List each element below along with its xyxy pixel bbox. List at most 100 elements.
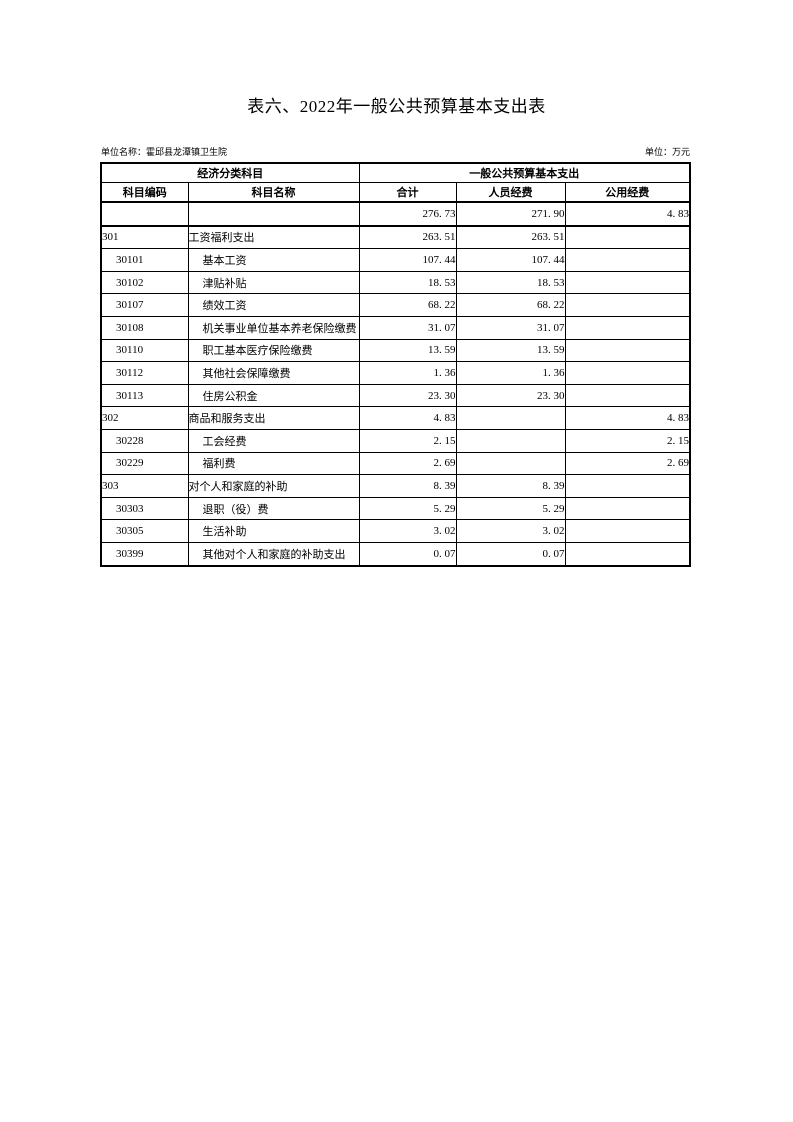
cell-name: 商品和服务支出 [187, 406, 360, 430]
cell-total: 107. 44 [358, 248, 457, 272]
cell-code: 303 [100, 474, 189, 498]
table-header: 经济分类科目 一般公共预算基本支出 科目编码 科目名称 合计 人员经费 公用经费 [100, 162, 691, 203]
cell-public [564, 248, 691, 272]
cell-public [564, 270, 691, 295]
table-row: 30110 职工基本医疗保险缴费 13. 59 13. 59 [100, 338, 691, 363]
cell-total: 8. 39 [358, 474, 457, 498]
cell-public: 2. 69 [564, 451, 691, 476]
cell-personnel: 263. 51 [455, 225, 566, 250]
cell-name: 其他对个人和家庭的补助支出 [187, 541, 360, 567]
header-public: 公用经费 [564, 182, 691, 203]
table-row: 30108 机关事业单位基本养老保险缴费 31. 07 31. 07 [100, 315, 691, 340]
cell-name: 对个人和家庭的补助 [187, 474, 360, 498]
cell-code: 302 [100, 406, 189, 430]
cell-public [564, 361, 691, 385]
table-row: 30101 基本工资 107. 44 107. 44 [100, 248, 691, 272]
header-economic-classification: 经济分类科目 [100, 162, 360, 183]
cell-name: 基本工资 [187, 248, 360, 272]
table-row: 30303 退职（役）费 5. 29 5. 29 [100, 496, 691, 521]
cell-code: 30112 [100, 361, 189, 385]
table-row: 30229 福利费 2. 69 2. 69 [100, 451, 691, 476]
table-row: 30399 其他对个人和家庭的补助支出 0. 07 0. 07 [100, 541, 691, 567]
table-row: 30107 绩效工资 68. 22 68. 22 [100, 293, 691, 317]
header-code: 科目编码 [100, 182, 189, 203]
cell-personnel: 68. 22 [455, 293, 566, 317]
cell-code: 30101 [100, 248, 189, 272]
cell-personnel: 107. 44 [455, 248, 566, 272]
cell-personnel [455, 406, 566, 430]
table-row: 30228 工会经费 2. 15 2. 15 [100, 428, 691, 453]
cell-total: 2. 15 [358, 428, 457, 453]
table-row: 30102 津贴补贴 18. 53 18. 53 [100, 270, 691, 295]
cell-name: 绩效工资 [187, 293, 360, 317]
cell-code: 30229 [100, 451, 189, 476]
cell-total: 263. 51 [358, 225, 457, 250]
header-general-public-budget: 一般公共预算基本支出 [358, 162, 691, 183]
cell-personnel: 5. 29 [455, 496, 566, 521]
cell-code: 30102 [100, 270, 189, 295]
page-title: 表六、2022年一般公共预算基本支出表 [247, 97, 546, 116]
cell-name: 职工基本医疗保险缴费 [187, 338, 360, 363]
cell-name: 津贴补贴 [187, 270, 360, 295]
cell-name: 机关事业单位基本养老保险缴费 [187, 315, 360, 340]
cell-name: 退职（役）费 [187, 496, 360, 521]
cell-total: 23. 30 [358, 383, 457, 408]
unit-label: 单位：万元 [644, 147, 690, 157]
cell-public [564, 315, 691, 340]
table-row: 276. 73 271. 90 4. 83 [100, 201, 691, 227]
cell-public: 4. 83 [564, 201, 691, 227]
cell-code: 30228 [100, 428, 189, 453]
cell-code: 30113 [100, 383, 189, 408]
cell-personnel: 3. 02 [455, 519, 566, 543]
cell-public: 4. 83 [564, 406, 691, 430]
cell-name: 工会经费 [187, 428, 360, 453]
budget-table: 经济分类科目 一般公共预算基本支出 科目编码 科目名称 合计 人员经费 公用经费… [100, 162, 692, 567]
header-columns-row: 科目编码 科目名称 合计 人员经费 公用经费 [100, 182, 691, 203]
table-row: 30112 其他社会保障缴费 1. 36 1. 36 [100, 361, 691, 385]
cell-personnel: 13. 59 [455, 338, 566, 363]
cell-personnel [455, 428, 566, 453]
table-row: 301 工资福利支出 263. 51 263. 51 [100, 225, 691, 250]
unit-name-label: 单位名称：霍邱县龙潭镇卫生院 [101, 147, 228, 157]
header-group-row: 经济分类科目 一般公共预算基本支出 [100, 162, 691, 183]
meta-row: 单位名称：霍邱县龙潭镇卫生院 单位：万元 [101, 145, 690, 158]
cell-public: 2. 15 [564, 428, 691, 453]
header-personnel: 人员经费 [455, 182, 566, 203]
cell-total: 18. 53 [358, 270, 457, 295]
cell-code: 301 [100, 225, 189, 250]
table-row: 30113 住房公积金 23. 30 23. 30 [100, 383, 691, 408]
cell-personnel: 0. 07 [455, 541, 566, 567]
cell-total: 0. 07 [358, 541, 457, 567]
cell-code: 30305 [100, 519, 189, 543]
cell-total: 68. 22 [358, 293, 457, 317]
cell-total: 13. 59 [358, 338, 457, 363]
cell-total: 5. 29 [358, 496, 457, 521]
cell-total: 31. 07 [358, 315, 457, 340]
cell-personnel: 18. 53 [455, 270, 566, 295]
cell-code: 30108 [100, 315, 189, 340]
cell-public [564, 293, 691, 317]
table-row: 302 商品和服务支出 4. 83 4. 83 [100, 406, 691, 430]
cell-total: 276. 73 [358, 201, 457, 227]
table-body: 276. 73 271. 90 4. 83 301 工资福利支出 263. 51… [100, 201, 691, 567]
cell-total: 2. 69 [358, 451, 457, 476]
cell-personnel: 23. 30 [455, 383, 566, 408]
table-row: 303 对个人和家庭的补助 8. 39 8. 39 [100, 474, 691, 498]
cell-total: 3. 02 [358, 519, 457, 543]
header-name: 科目名称 [187, 182, 360, 203]
cell-personnel: 1. 36 [455, 361, 566, 385]
cell-public [564, 474, 691, 498]
cell-total: 1. 36 [358, 361, 457, 385]
cell-code: 30107 [100, 293, 189, 317]
cell-total: 4. 83 [358, 406, 457, 430]
cell-public [564, 496, 691, 521]
cell-code: 30110 [100, 338, 189, 363]
header-total: 合计 [358, 182, 457, 203]
cell-code: 30303 [100, 496, 189, 521]
cell-name: 福利费 [187, 451, 360, 476]
table-row: 30305 生活补助 3. 02 3. 02 [100, 519, 691, 543]
cell-name [187, 201, 360, 227]
cell-public [564, 383, 691, 408]
cell-public [564, 519, 691, 543]
